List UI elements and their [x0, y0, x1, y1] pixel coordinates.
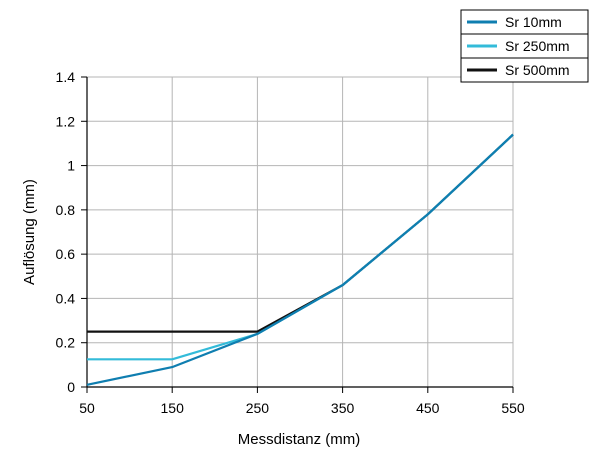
series-layer — [86, 133, 514, 386]
x-tick-label: 450 — [416, 400, 440, 416]
y-tick-label: 1.4 — [56, 69, 76, 85]
grid — [86, 76, 514, 388]
legend-label: Sr 10mm — [505, 14, 562, 30]
series-line-sr-10mm — [86, 133, 514, 386]
y-tick-label: 1.2 — [56, 113, 76, 129]
y-tick-label: 1 — [67, 158, 75, 174]
legend: Sr 10mm Sr 250mm Sr 500mm — [460, 9, 589, 83]
series-line-sr-500mm — [87, 133, 514, 333]
y-axis-title: Auflösung (mm) — [21, 179, 38, 285]
y-tick-label: 0.2 — [56, 335, 76, 351]
x-tick-label: 250 — [246, 400, 270, 416]
x-axis-ticks: 50 150 250 350 450 550 — [79, 387, 525, 416]
x-tick-label: 550 — [501, 400, 525, 416]
y-tick-label: 0.8 — [56, 202, 76, 218]
y-tick-label: 0.6 — [56, 246, 76, 262]
y-tick-label: 0.4 — [56, 290, 76, 306]
series-line-sr-250mm — [87, 133, 514, 361]
x-tick-label: 350 — [331, 400, 355, 416]
x-tick-label: 50 — [79, 400, 95, 416]
y-axis-ticks: 0 0.2 0.4 0.6 0.8 1 1.2 1.4 — [56, 69, 87, 395]
y-tick-label: 0 — [67, 379, 75, 395]
legend-label: Sr 500mm — [505, 62, 570, 78]
legend-label: Sr 250mm — [505, 38, 570, 54]
x-tick-label: 150 — [161, 400, 185, 416]
x-axis-title: Messdistanz (mm) — [238, 431, 361, 448]
